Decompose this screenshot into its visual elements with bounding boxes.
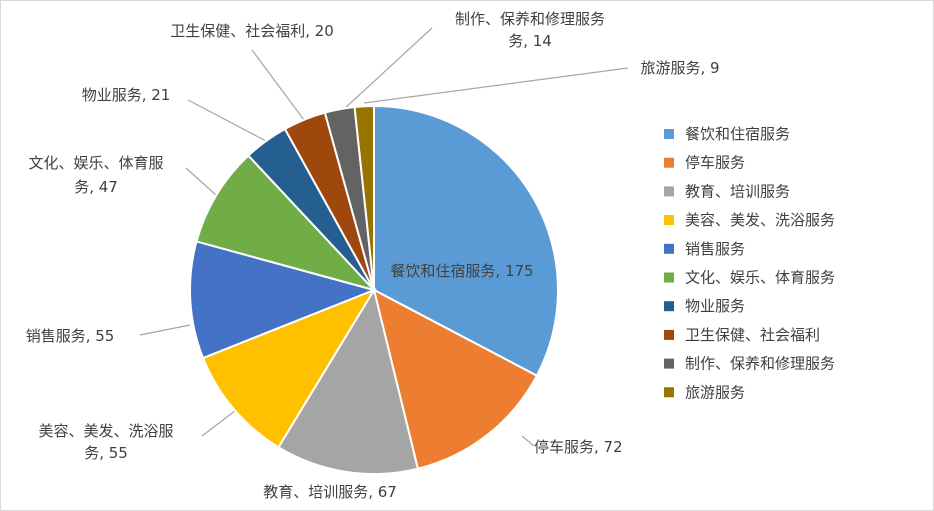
legend-entry-5: 销售服务 xyxy=(685,240,745,258)
slice-5 xyxy=(189,240,378,360)
leader-line-7 xyxy=(187,99,267,142)
leader-line-8 xyxy=(251,49,305,121)
legend-swatch-8 xyxy=(664,329,674,340)
data-label-7: 物业服务, 21 xyxy=(82,86,171,104)
leader-line-2 xyxy=(521,435,535,447)
slice-6 xyxy=(195,154,378,292)
data-label-8: 卫生保健、社会福利, 20 xyxy=(170,22,334,40)
legend-entry-4: 美容、美发、洗浴服务 xyxy=(685,211,835,229)
legend-swatch-5 xyxy=(664,243,674,254)
data-label-10: 旅游服务, 9 xyxy=(640,59,719,77)
legend-swatch-2 xyxy=(664,157,674,168)
leader-line-6 xyxy=(185,167,217,196)
pie-slices xyxy=(189,104,560,475)
slice-10 xyxy=(353,104,375,291)
legend-entry-3: 教育、培训服务 xyxy=(685,182,790,200)
slice-4 xyxy=(201,287,377,449)
legend-swatch-1 xyxy=(664,129,674,139)
slice-2 xyxy=(372,288,539,470)
legend-entry-8: 卫生保健、社会福利 xyxy=(685,326,820,344)
data-label-6: 文化、娱乐、体育服务, 47 xyxy=(28,154,163,196)
data-label-9: 制作、保养和修理服务务, 14 xyxy=(455,10,605,50)
data-label-2: 停车服务, 72 xyxy=(534,438,623,456)
legend-swatch-6 xyxy=(664,272,674,283)
legend-swatch-4 xyxy=(664,215,674,226)
data-label-4: 美容、美发、洗浴服务, 55 xyxy=(38,422,173,462)
data-labels: 餐饮和住宿服务, 175 停车服务, 72 教育、培训服务, 67 美容、美发、洗浴服… xyxy=(26,10,720,501)
slice-1 xyxy=(373,104,560,378)
data-label-1: 餐饮和住宿服务, 175 xyxy=(390,262,533,280)
leader-line-5 xyxy=(139,324,191,336)
legend-entry-6: 文化、娱乐、体育服务 xyxy=(685,269,835,287)
legend-entry-1: 餐饮和住宿服务 xyxy=(685,125,790,143)
legend-swatch-3 xyxy=(664,186,674,197)
legend: 餐饮和住宿服务停车服务教育、培训服务美容、美发、洗浴服务销售服务文化、娱乐、体育… xyxy=(664,125,835,401)
slice-3 xyxy=(277,287,420,475)
legend-entry-9: 制作、保养和修理服务 xyxy=(685,355,835,373)
legend-swatch-7 xyxy=(664,301,674,312)
leader-line-9 xyxy=(342,27,433,111)
legend-swatch-9 xyxy=(664,358,674,369)
legend-entry-10: 旅游服务 xyxy=(685,383,745,401)
legend-entry-2: 停车服务 xyxy=(685,154,745,172)
legend-swatch-10 xyxy=(664,387,674,398)
leader-line-10 xyxy=(363,67,629,104)
data-label-3: 教育、培训服务, 67 xyxy=(263,483,397,501)
data-label-5: 销售服务, 55 xyxy=(26,327,115,345)
legend-entry-7: 物业服务 xyxy=(685,297,745,315)
